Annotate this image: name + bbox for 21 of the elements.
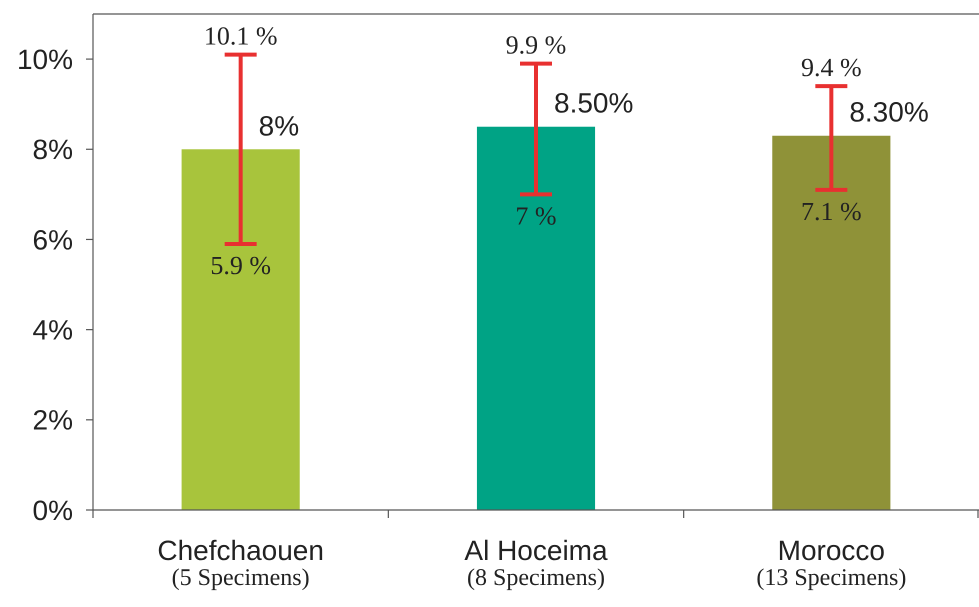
annotation: 10.1 % (204, 22, 278, 51)
data-label: 8.30% (849, 96, 929, 128)
bar (182, 149, 300, 510)
annotation: 9.4 % (800, 53, 862, 82)
y-tick-label: 6% (32, 224, 73, 256)
bar (772, 136, 890, 510)
y-tick-label: 2% (32, 404, 73, 436)
annotation: 5.9 % (210, 250, 272, 280)
x-tick-label: Chefchaouen (5 Specimens) (157, 535, 324, 591)
y-tick-label: 0% (32, 494, 73, 526)
x-tick-label: Morocco (13 Specimens) (756, 535, 906, 591)
annotation: 7 % (515, 201, 557, 230)
y-tick-label: 4% (32, 314, 73, 346)
y-tick-label: 10% (16, 44, 73, 75)
annotation: 7.1 % (800, 196, 862, 226)
annotation: 9.9 % (506, 30, 566, 60)
data-label: 8% (258, 110, 300, 142)
x-tick-label: Al Hoceima (8 Specimens) (464, 535, 608, 591)
data-label: 8.50% (554, 88, 634, 119)
bar (476, 126, 596, 510)
y-tick-label: 8% (32, 134, 73, 166)
